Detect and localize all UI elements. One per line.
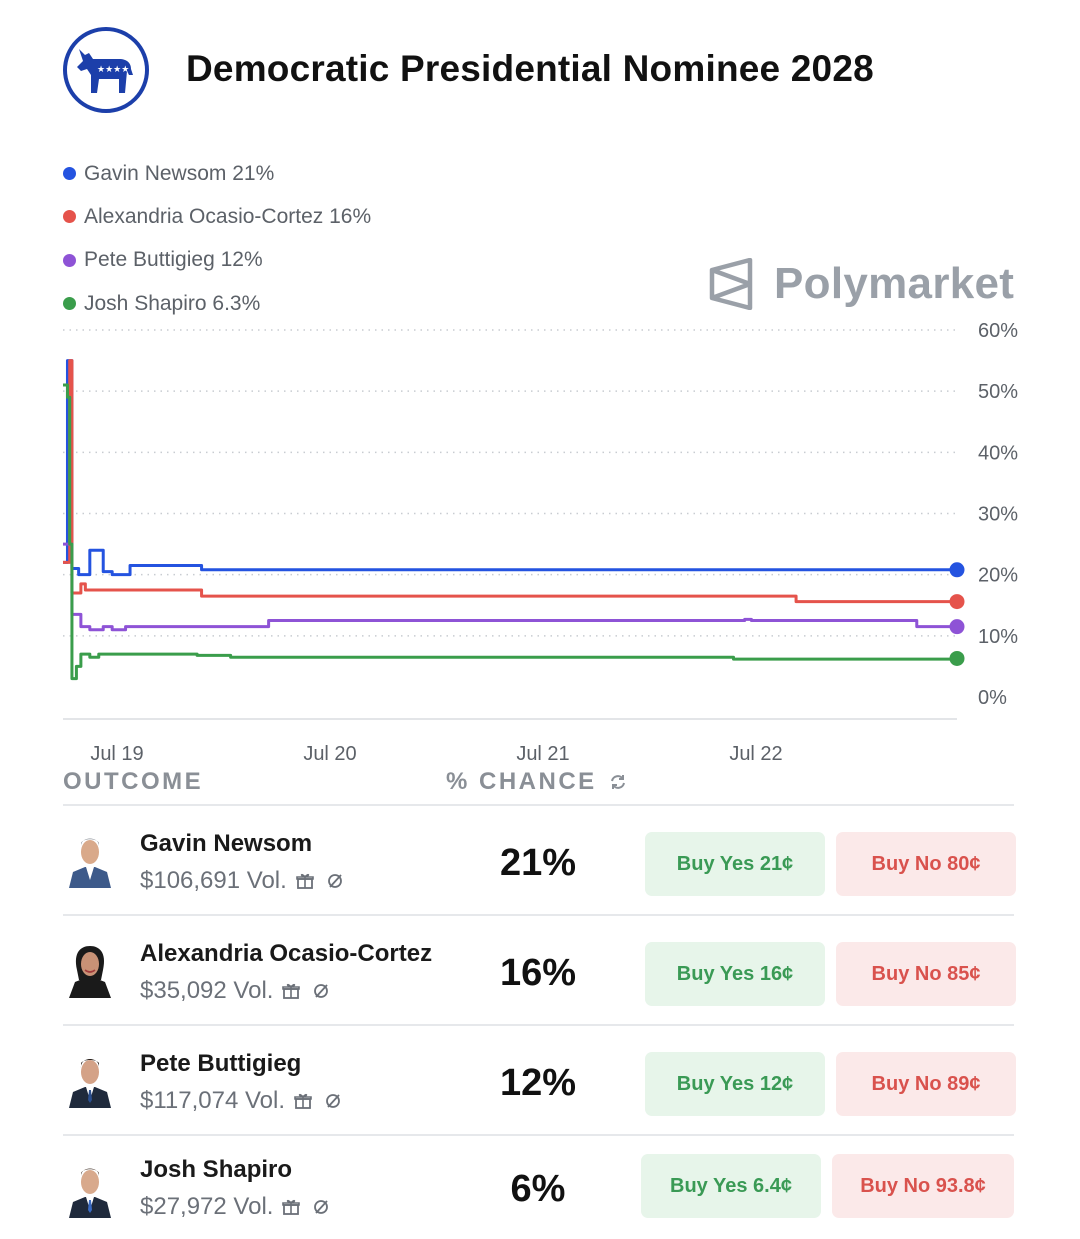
outcome-name: Gavin Newsom	[140, 830, 313, 857]
outcome-column-header: OUTCOME	[63, 768, 204, 795]
y-tick-label: 40%	[978, 442, 1018, 464]
series-line	[63, 359, 957, 604]
avatar	[67, 830, 113, 888]
legend-label: Gavin Newsom 21%	[84, 161, 275, 185]
outcome-chance: 12%	[499, 1062, 577, 1104]
series-line	[63, 383, 959, 681]
y-tick-label: 50%	[978, 381, 1018, 403]
row-divider	[63, 914, 1014, 916]
buy-yes-button[interactable]: Buy Yes 21¢	[645, 832, 825, 896]
table-row[interactable]: Gavin Newsom $106,691 Vol. 21% Buy Yes 2…	[63, 806, 1018, 916]
legend-label: Josh Shapiro 6.3%	[84, 291, 261, 315]
gift-icon[interactable]	[294, 1092, 312, 1110]
chart-legend: Gavin Newsom 21% Alexandria Ocasio-Corte…	[63, 152, 371, 325]
legend-item-shapiro: Josh Shapiro 6.3%	[63, 282, 371, 325]
outcome-name: Pete Buttigieg	[140, 1050, 302, 1077]
table-row[interactable]: Alexandria Ocasio-Cortez $35,092 Vol. 16…	[63, 916, 1018, 1026]
legend-dot	[63, 297, 76, 311]
outcome-volume: $106,691 Vol.	[140, 867, 344, 895]
legend-item-buttigieg: Pete Buttigieg 12%	[63, 239, 371, 282]
table-row[interactable]: Josh Shapiro $27,972 Vol. 6% Buy Yes 6.4…	[63, 1136, 1018, 1239]
volume-text: $27,972 Vol.	[140, 1193, 274, 1220]
link-icon[interactable]	[326, 872, 344, 890]
legend-label: Pete Buttigieg 12%	[84, 248, 263, 272]
buy-yes-button[interactable]: Buy Yes 16¢	[645, 942, 825, 1006]
y-tick-label: 60%	[978, 320, 1018, 342]
polymarket-logo-icon	[709, 258, 753, 310]
outcome-name: Josh Shapiro	[140, 1156, 293, 1183]
avatar	[67, 1160, 113, 1218]
buy-no-button[interactable]: Buy No 85¢	[836, 942, 1016, 1006]
buy-yes-button[interactable]: Buy Yes 6.4¢	[641, 1154, 821, 1218]
gift-icon[interactable]	[296, 872, 314, 890]
row-divider	[63, 1134, 1014, 1136]
page-title: Democratic Presidential Nominee 2028	[186, 48, 874, 89]
outcome-chance: 21%	[499, 842, 577, 884]
series-end-dot	[949, 619, 965, 635]
link-icon[interactable]	[312, 982, 330, 1000]
outcome-volume: $117,074 Vol.	[140, 1087, 342, 1115]
outcome-volume: $35,092 Vol.	[140, 977, 330, 1005]
x-tick-label: Jul 21	[516, 743, 569, 765]
price-history-chart: 60% 50% 40% 30% 20% 10% 0% Jul 19 Jul 20 Jul 21 Ju…	[63, 320, 1018, 765]
header-divider	[63, 804, 1014, 806]
link-icon[interactable]	[312, 1198, 330, 1216]
y-tick-label: 20%	[978, 565, 1018, 587]
link-icon[interactable]	[324, 1092, 342, 1110]
series-end-dot	[949, 594, 965, 610]
series-line	[63, 359, 957, 577]
y-tick-label: 30%	[978, 504, 1018, 526]
legend-item-newsom: Gavin Newsom 21%	[63, 152, 371, 195]
y-tick-label: 10%	[978, 626, 1018, 648]
refresh-icon[interactable]	[609, 773, 627, 791]
outcome-chance: 6%	[510, 1168, 566, 1210]
outcome-name: Alexandria Ocasio-Cortez	[140, 940, 433, 967]
gift-icon[interactable]	[282, 1198, 301, 1216]
row-divider	[63, 1024, 1014, 1026]
table-row[interactable]: Pete Buttigieg $117,074 Vol. 12% Buy Yes…	[63, 1026, 1018, 1136]
series-end-dot	[949, 650, 965, 666]
brand-name: Polymarket	[774, 259, 1015, 308]
x-tick-label: Jul 20	[303, 743, 356, 765]
series-line	[63, 542, 957, 632]
legend-item-ocasio-cortez: Alexandria Ocasio-Cortez 16%	[63, 195, 371, 238]
outcome-chance: 16%	[499, 952, 577, 994]
democratic-donkey-icon: ★★★★	[63, 27, 149, 113]
volume-text: $117,074 Vol.	[140, 1087, 286, 1114]
avatar	[67, 1050, 113, 1108]
chance-column-label: % CHANCE	[446, 768, 597, 795]
chance-column-header: % CHANCE	[446, 768, 627, 796]
buy-no-button[interactable]: Buy No 80¢	[836, 832, 1016, 896]
buy-yes-button[interactable]: Buy Yes 12¢	[645, 1052, 825, 1116]
svg-text:★★★★: ★★★★	[97, 65, 129, 75]
buy-no-button[interactable]: Buy No 93.8¢	[832, 1154, 1014, 1218]
volume-text: $106,691 Vol.	[140, 867, 287, 894]
x-tick-label: Jul 19	[90, 743, 143, 765]
series-end-dot	[949, 562, 965, 578]
x-tick-label: Jul 22	[729, 743, 782, 765]
y-tick-label: 0%	[978, 687, 1007, 709]
legend-dot	[63, 167, 76, 181]
gift-icon[interactable]	[282, 982, 301, 1000]
legend-label: Alexandria Ocasio-Cortez 16%	[84, 204, 372, 228]
legend-dot	[63, 253, 76, 267]
polymarket-brand: Polymarket	[708, 258, 1014, 310]
avatar	[67, 940, 113, 998]
outcome-volume: $27,972 Vol.	[140, 1193, 330, 1221]
buy-no-button[interactable]: Buy No 89¢	[836, 1052, 1016, 1116]
volume-text: $35,092 Vol.	[140, 977, 274, 1004]
legend-dot	[63, 210, 76, 224]
